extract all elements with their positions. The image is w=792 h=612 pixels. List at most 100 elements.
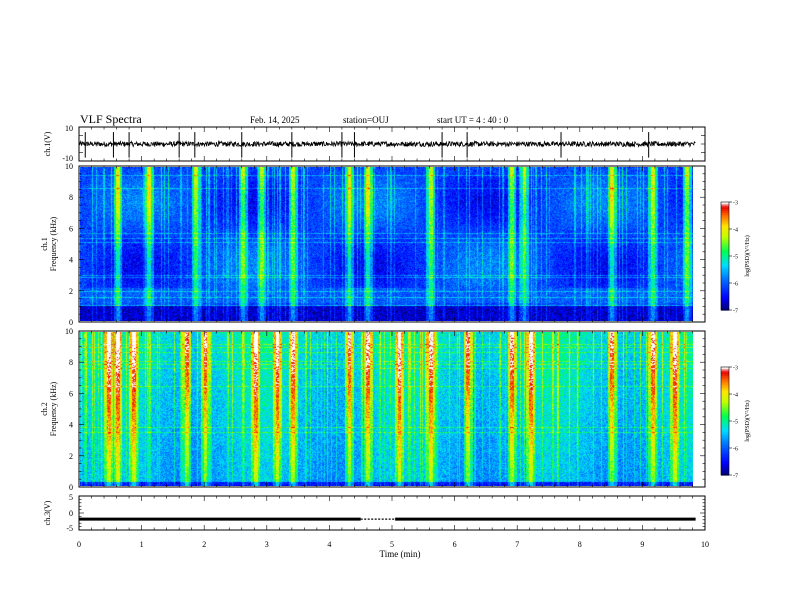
colorbar-step [721,448,729,451]
colorbar-step [721,203,729,207]
colorbar-step [721,437,729,440]
frequency-tick-label: 10 [65,162,73,171]
colorbar-step [721,426,729,429]
colorbar-step [721,209,729,212]
colorbar-step [721,385,729,388]
ch1-waveform-panel: 10 -10 ch.1(V) [43,124,706,163]
time-tick-label: 7 [515,540,519,549]
frequency-tick-label: 4 [69,256,73,265]
colorbar-step [721,286,729,289]
colorbar-step [721,238,729,241]
colorbar-step [721,408,729,411]
figure-date: Feb. 14, 2025 [250,115,300,125]
ch3-waveform-ylabel: ch.3(V) [43,500,52,525]
colorbar-step [721,205,729,208]
colorbar-step [721,442,729,445]
colorbar-step [721,268,729,271]
colorbar-step [721,390,729,393]
colorbar-step [721,225,729,228]
frequency-tick-label: 10 [65,327,73,336]
colorbar-tick-label: -5 [733,420,738,426]
colorbar-step [721,368,729,372]
colorbar-step [721,381,729,384]
colorbar-step [721,412,729,415]
ch3-ytick-middle: 0 [69,509,73,518]
time-tick-label: 1 [140,540,144,549]
colorbar-step [721,257,729,261]
frequency-tick-label: 2 [69,452,73,461]
ch3-ytick-bottom: -5 [66,524,73,533]
colorbar-step [721,467,729,471]
colorbar-step [721,234,729,237]
colorbar-step [721,281,729,284]
time-tick-label: 5 [390,540,394,549]
time-tick-label: 6 [453,540,457,549]
ch2-spectrogram-image [80,332,693,486]
colorbar-step [721,451,729,454]
colorbar-step [721,464,729,467]
colorbar-step [721,397,729,400]
colorbar-step [721,433,729,436]
colorbar-step [721,256,729,259]
colorbar-tick-label: -6 [733,447,738,453]
colorbar-label: log(PSD)(V²/Hz) [744,235,751,276]
time-tick-label: 0 [77,540,81,549]
time-tick-label: 3 [265,540,269,549]
colorbar-step [721,415,729,418]
time-tick-label: 10 [701,540,709,549]
colorbar-step [721,460,729,463]
colorbar-step [721,379,729,382]
colorbar-step [721,444,729,447]
colorbar-tick-label: -7 [733,474,738,480]
colorbar-step [721,404,729,408]
colorbar-step [721,431,729,435]
colorbar-step [721,453,729,456]
colorbar-step [721,301,729,304]
colorbar-step [721,449,729,453]
colorbar-step [721,471,729,474]
ch2-colorbar: -3 -4 -5 -6 -7 log(PSD)(V²/Hz) [720,366,751,480]
ch1-spectrogram-image [80,167,693,321]
colorbar-step [721,304,729,307]
colorbar-step [721,306,729,309]
colorbar-step [721,372,729,375]
colorbar-step [721,239,729,243]
ch1-waveform-ylabel: ch.1(V) [43,131,52,156]
colorbar-step [721,458,729,462]
colorbar-step [721,403,729,406]
colorbar-step [721,367,729,370]
colorbar-step [721,254,729,257]
colorbar-step [721,395,729,399]
colorbar-step [721,417,729,420]
colorbar-step [721,440,729,444]
colorbar-step [721,207,729,210]
colorbar-step [721,283,729,286]
colorbar-step [721,370,729,373]
ch1-waveform-trace [78,139,696,149]
colorbar-step [721,383,729,386]
colorbar-step [721,377,729,381]
frequency-tick-label: 0 [69,318,73,327]
colorbar-step [721,245,729,248]
colorbar-step [721,410,729,413]
colorbar-step [721,275,729,279]
colorbar-step [721,376,729,379]
colorbar-step [721,466,729,469]
colorbar-tick-label: -6 [733,282,738,288]
colorbar-step [721,473,729,476]
colorbar-step [721,428,729,431]
colorbar-step [721,259,729,262]
frequency-tick-label: 8 [69,193,73,202]
colorbar-step [721,212,729,216]
colorbar-tick-label: -5 [733,255,738,261]
time-axis-ticks [78,127,706,530]
colorbar-step [721,272,729,275]
colorbar-step [721,266,729,270]
time-tick-label: 9 [640,540,644,549]
colorbar-step [721,394,729,397]
colorbar-step [721,265,729,268]
colorbar-step [721,295,729,298]
time-axis-label: Time (min) [380,549,421,559]
ch3-waveform-panel: 5 0 -5 ch.3(V) [43,493,706,533]
